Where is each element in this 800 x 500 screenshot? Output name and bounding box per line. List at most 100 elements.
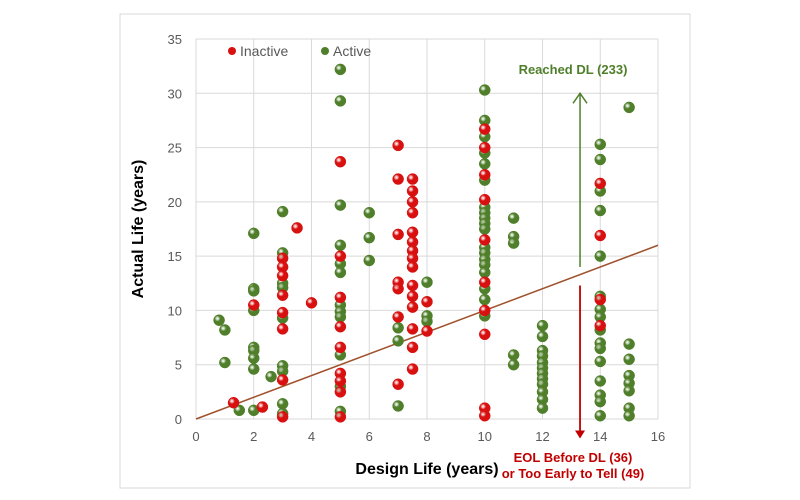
point-active [507, 212, 520, 224]
point-inactive [406, 261, 419, 273]
point-inactive [334, 341, 347, 354]
point-active [276, 205, 289, 218]
x-tick-label: 0 [192, 429, 199, 444]
point-active [248, 227, 260, 240]
reached-dl-label: Reached DL (233) [519, 62, 628, 77]
point-inactive [479, 123, 491, 135]
point-inactive [276, 289, 289, 301]
data-points [213, 63, 635, 423]
tick-labels: 0 2 4 6 8 10 12 14 16 0 5 10 15 20 25 30 35 [168, 32, 666, 444]
point-active [623, 101, 635, 114]
point-active [213, 314, 225, 326]
x-tick-label: 12 [535, 429, 549, 444]
point-inactive [479, 193, 491, 206]
point-active [623, 385, 635, 397]
point-active [334, 63, 347, 76]
point-inactive [392, 311, 404, 323]
point-active [479, 84, 491, 96]
legend-label-inactive: Inactive [240, 43, 288, 59]
point-active [219, 324, 231, 336]
eol-arrow-head [575, 430, 586, 439]
point-active [594, 138, 606, 151]
point-inactive [392, 228, 404, 241]
point-active [265, 370, 277, 383]
point-active [248, 352, 260, 364]
point-inactive [594, 319, 606, 332]
point-active [363, 254, 375, 267]
eol-label-line2: or Too Early to Tell (49) [502, 466, 645, 481]
point-inactive [594, 229, 606, 242]
point-inactive [406, 279, 419, 292]
point-inactive [406, 323, 419, 335]
point-inactive [594, 293, 606, 306]
point-active [594, 375, 606, 387]
point-active [334, 266, 347, 279]
point-active [507, 358, 520, 371]
point-active [623, 409, 635, 422]
y-tick-label: 10 [168, 303, 182, 318]
point-active [392, 335, 404, 347]
point-active [248, 285, 260, 297]
point-active [594, 250, 606, 262]
point-inactive [334, 320, 347, 333]
legend-marker-inactive [228, 47, 236, 55]
point-inactive [421, 295, 433, 308]
point-active [421, 276, 433, 288]
annotations [572, 91, 588, 439]
point-active [507, 349, 520, 361]
point-inactive [479, 168, 491, 181]
point-inactive [479, 234, 491, 246]
point-inactive [479, 276, 491, 288]
point-inactive [392, 282, 404, 295]
point-inactive [276, 306, 289, 319]
point-active [594, 395, 606, 408]
point-inactive [276, 323, 289, 335]
point-active [334, 311, 347, 323]
point-active [594, 204, 606, 217]
point-inactive [256, 401, 269, 413]
point-inactive [406, 290, 419, 303]
point-active [479, 223, 491, 235]
point-active [248, 363, 260, 375]
point-active [507, 237, 520, 249]
point-inactive [406, 226, 419, 239]
point-inactive [291, 222, 303, 234]
point-active [363, 231, 375, 244]
point-inactive [421, 325, 433, 337]
y-tick-label: 5 [175, 358, 182, 373]
point-active [594, 153, 606, 166]
point-inactive [227, 396, 240, 409]
point-active [363, 206, 375, 219]
point-inactive [334, 386, 347, 398]
point-active [392, 322, 404, 334]
point-inactive [276, 411, 289, 423]
point-inactive [479, 409, 491, 422]
point-active [392, 400, 404, 412]
point-inactive [392, 173, 404, 185]
point-active [536, 402, 549, 414]
y-tick-label: 20 [168, 195, 182, 210]
point-active [334, 95, 347, 107]
x-tick-label: 4 [308, 429, 315, 444]
y-tick-label: 0 [175, 412, 182, 427]
reached-arrow-head [572, 91, 588, 104]
point-active [594, 355, 606, 368]
point-active [479, 266, 491, 279]
point-inactive [406, 301, 419, 313]
point-inactive [334, 375, 347, 387]
point-active [623, 353, 635, 366]
point-inactive [594, 177, 606, 190]
point-active [594, 409, 606, 422]
point-active [479, 293, 491, 306]
legend-marker-active [321, 47, 329, 55]
y-axis-label: Actual Life (years) [130, 160, 147, 299]
point-inactive [406, 206, 419, 219]
point-inactive [276, 374, 289, 386]
point-inactive [406, 185, 419, 197]
point-active [219, 356, 231, 369]
y-tick-label: 25 [168, 141, 182, 156]
point-inactive [334, 291, 347, 304]
point-inactive [334, 250, 347, 262]
x-tick-label: 14 [593, 429, 607, 444]
